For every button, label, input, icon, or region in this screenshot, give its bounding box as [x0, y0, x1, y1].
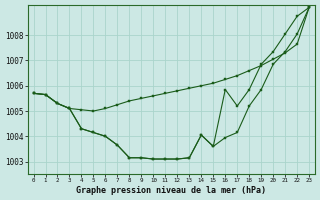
X-axis label: Graphe pression niveau de la mer (hPa): Graphe pression niveau de la mer (hPa) [76, 186, 266, 195]
